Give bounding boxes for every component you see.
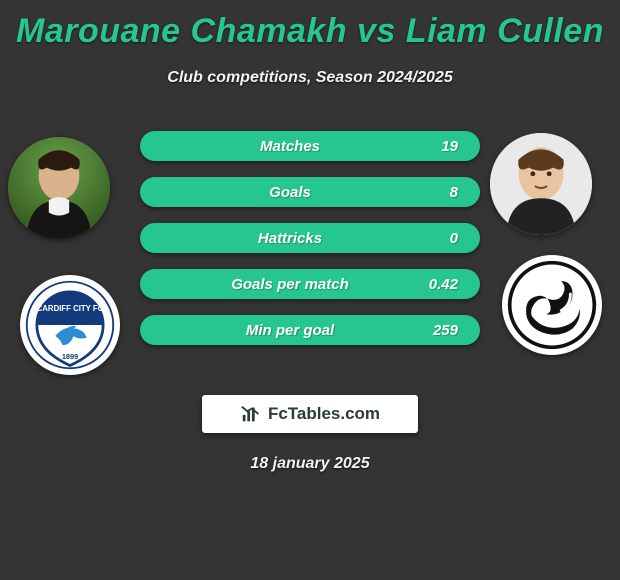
- svg-text:CARDIFF CITY FC: CARDIFF CITY FC: [37, 304, 104, 313]
- subtitle: Club competitions, Season 2024/2025: [0, 69, 620, 87]
- stat-row: Goals per match 0.42: [140, 269, 480, 299]
- brand-badge: FcTables.com: [202, 395, 418, 433]
- comparison-panel: CARDIFF CITY FC 1899 Matches 19 Goals 8: [0, 115, 620, 375]
- stat-label: Hattricks: [162, 230, 418, 247]
- stat-label: Goals per match: [162, 276, 418, 293]
- player-right-avatar: [490, 133, 592, 235]
- stat-value: 259: [418, 322, 458, 339]
- stat-row: Matches 19: [140, 131, 480, 161]
- page-title: Marouane Chamakh vs Liam Cullen: [0, 0, 620, 51]
- brand-text: FcTables.com: [268, 404, 380, 424]
- date-text: 18 january 2025: [0, 455, 620, 473]
- stats-list: Matches 19 Goals 8 Hattricks 0 Goals per…: [140, 131, 480, 345]
- stat-value: 19: [418, 138, 458, 155]
- stat-row: Goals 8: [140, 177, 480, 207]
- stat-value: 8: [418, 184, 458, 201]
- svg-text:1899: 1899: [62, 352, 78, 361]
- stat-value: 0.42: [418, 276, 458, 293]
- stat-label: Goals: [162, 184, 418, 201]
- stat-value: 0: [418, 230, 458, 247]
- stat-row: Hattricks 0: [140, 223, 480, 253]
- player-right-club-crest: [502, 255, 602, 355]
- player-left-avatar: [8, 137, 110, 239]
- stat-label: Matches: [162, 138, 418, 155]
- stat-row: Min per goal 259: [140, 315, 480, 345]
- chart-bar-icon: [240, 403, 262, 425]
- stat-label: Min per goal: [162, 322, 418, 339]
- player-left-club-crest: CARDIFF CITY FC 1899: [20, 275, 120, 375]
